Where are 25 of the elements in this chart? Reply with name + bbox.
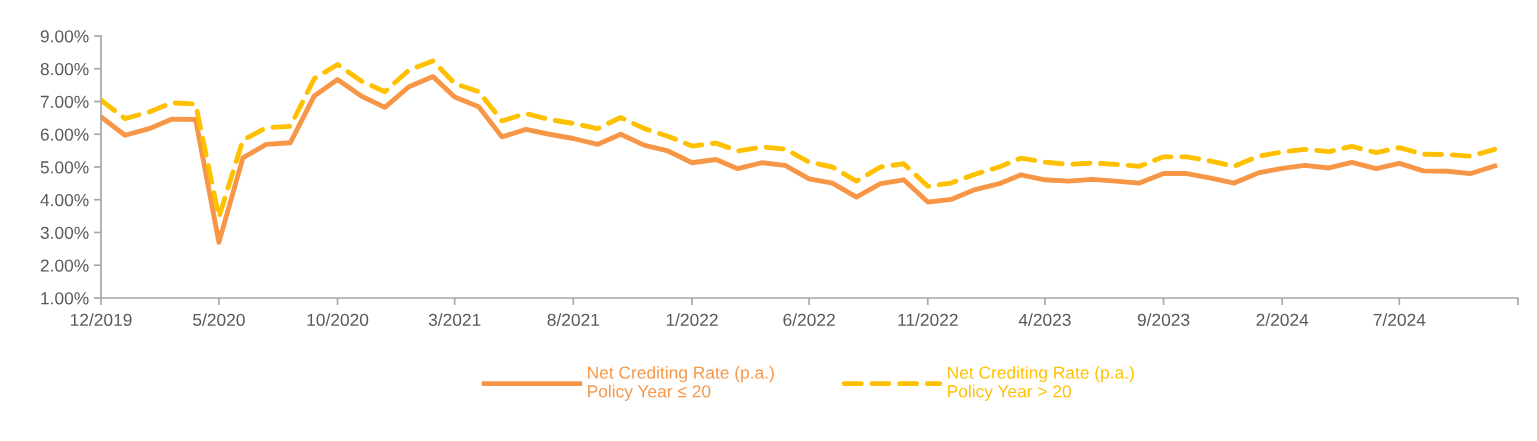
x-tick-label: 3/2021 <box>428 313 481 327</box>
x-tick-label: 9/2023 <box>1137 313 1190 327</box>
y-tick-label: 8.00% <box>40 62 89 76</box>
y-tick-label: 1.00% <box>41 292 89 305</box>
y-tick-label: 5.00% <box>40 161 89 174</box>
y-tick-label: 6.00% <box>40 128 89 141</box>
x-tick-label: 12/2019 <box>70 313 132 327</box>
x-tick-label: 2/2024 <box>1256 313 1309 327</box>
y-tick-label: 2.00% <box>40 259 89 272</box>
y-tick-label: 7.00% <box>40 95 89 108</box>
x-tick-label: 7/2024 <box>1373 313 1426 327</box>
text: Net Crediting Rate (p.a.) Policy Year ≤ 20 <box>588 366 774 401</box>
x-tick-label: 11/2022 <box>898 313 958 327</box>
x-tick-label: 6/2022 <box>783 313 835 327</box>
x-tick-label: 10/2020 <box>307 313 369 327</box>
line-series <box>101 74 1498 245</box>
x-tick-label: 5/2020 <box>193 313 245 327</box>
y-tick-label: 4.00% <box>40 193 89 207</box>
y-tick-label: 3.00% <box>40 226 89 239</box>
x-tick-label: 1/2022 <box>666 313 718 327</box>
x-tick-label: 8/2021 <box>547 313 600 327</box>
line-series <box>101 58 1498 220</box>
y-tick-label: 9.00% <box>40 30 89 43</box>
text: Net Crediting Rate (p.a.) Policy Year > 20 <box>948 366 1134 401</box>
x-tick-label: 4/2023 <box>1018 313 1071 327</box>
